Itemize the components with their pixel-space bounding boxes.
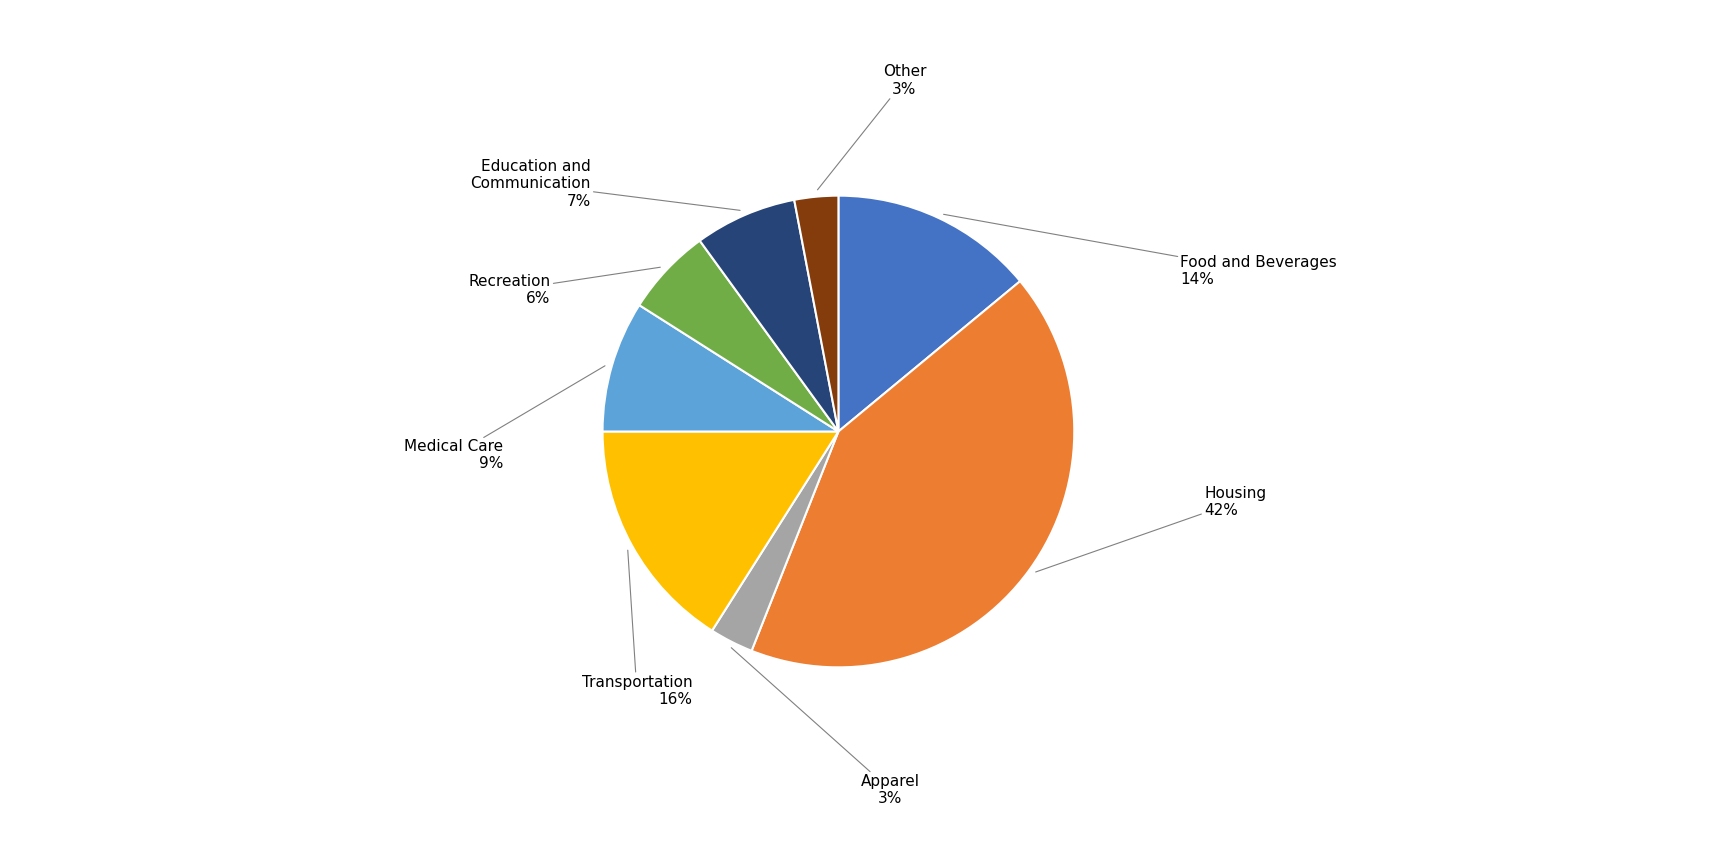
Wedge shape [603, 432, 837, 631]
Text: Other
3%: Other 3% [817, 64, 925, 190]
Text: Recreation
6%: Recreation 6% [469, 268, 660, 306]
Wedge shape [639, 241, 837, 432]
Text: Medical Care
9%: Medical Care 9% [405, 366, 605, 471]
Text: Transportation
16%: Transportation 16% [581, 551, 691, 707]
Text: Food and Beverages
14%: Food and Beverages 14% [942, 214, 1337, 287]
Text: Education and
Communication
7%: Education and Communication 7% [470, 159, 739, 211]
Wedge shape [837, 196, 1020, 432]
Wedge shape [603, 306, 837, 432]
Wedge shape [712, 432, 837, 651]
Wedge shape [751, 281, 1073, 667]
Text: Apparel
3%: Apparel 3% [731, 648, 920, 806]
Wedge shape [794, 196, 837, 432]
Wedge shape [700, 200, 837, 432]
Text: Housing
42%: Housing 42% [1036, 486, 1265, 572]
